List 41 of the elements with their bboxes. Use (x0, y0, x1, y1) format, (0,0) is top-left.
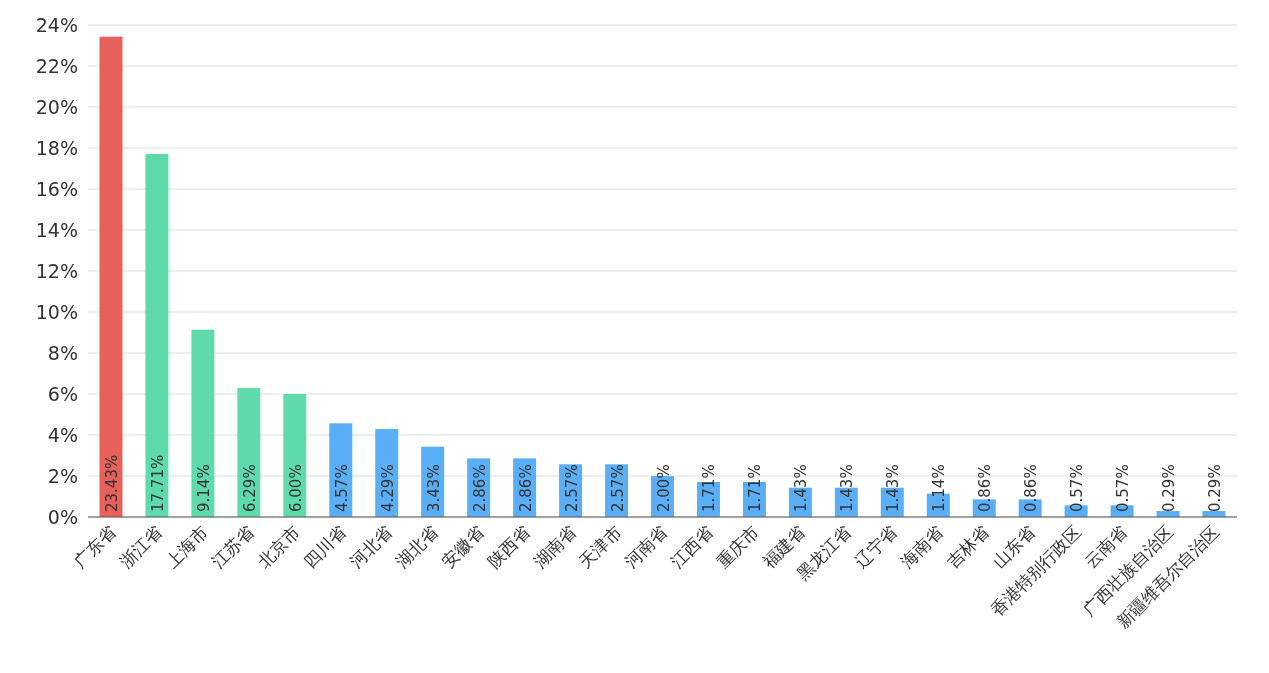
data-label: 0.29% (1206, 464, 1225, 512)
data-label: 17.71% (148, 454, 167, 512)
bar (191, 329, 215, 517)
y-tick-label: 24% (35, 14, 78, 36)
y-tick-label: 10% (35, 301, 78, 323)
y-tick-label: 20% (35, 96, 78, 118)
y-tick-label: 6% (47, 383, 78, 405)
y-tick-label: 12% (35, 260, 78, 282)
y-tick-label: 2% (47, 465, 78, 487)
data-label: 2.00% (654, 464, 673, 512)
y-tick-label: 16% (35, 178, 78, 200)
y-tick-label: 0% (47, 506, 78, 528)
data-label: 2.86% (516, 464, 535, 512)
data-label: 0.86% (1022, 464, 1041, 512)
data-label: 23.43% (102, 454, 121, 512)
data-label: 9.14% (194, 464, 213, 512)
data-label: 6.29% (240, 464, 259, 512)
data-label: 2.86% (470, 464, 489, 512)
y-tick-label: 18% (35, 137, 78, 159)
data-label: 1.43% (838, 464, 857, 512)
data-label: 0.86% (976, 464, 995, 512)
data-label: 1.43% (792, 464, 811, 512)
data-label: 0.57% (1068, 464, 1087, 512)
bar (99, 36, 123, 517)
data-label: 1.43% (884, 464, 903, 512)
data-label: 1.71% (700, 464, 719, 512)
data-label: 2.57% (608, 464, 627, 512)
y-tick-label: 14% (35, 219, 78, 241)
data-label: 1.14% (930, 464, 949, 512)
y-tick-label: 4% (47, 424, 78, 446)
data-label: 3.43% (424, 464, 443, 512)
data-label: 4.57% (332, 464, 351, 512)
data-label: 0.29% (1160, 464, 1179, 512)
data-label: 0.57% (1114, 464, 1133, 512)
data-label: 6.00% (286, 464, 305, 512)
y-tick-label: 22% (35, 55, 78, 77)
data-label: 1.71% (746, 464, 765, 512)
data-label: 4.29% (378, 464, 397, 512)
bar (145, 153, 169, 517)
y-tick-label: 8% (47, 342, 78, 364)
data-label: 2.57% (562, 464, 581, 512)
